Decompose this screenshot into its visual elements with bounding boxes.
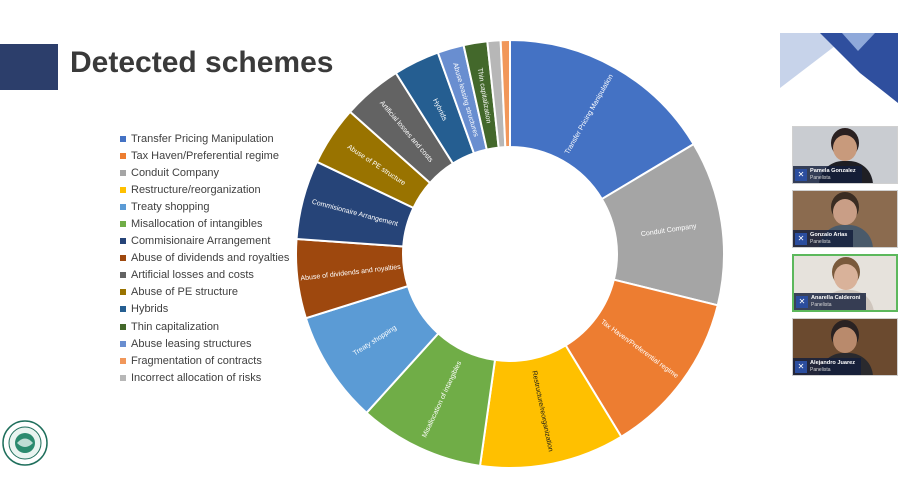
legend-label: Fragmentation of contracts <box>131 354 262 367</box>
legend-label: Transfer Pricing Manipulation <box>131 132 274 145</box>
legend-label: Treaty shopping <box>131 200 210 213</box>
participant-face <box>833 135 857 161</box>
donut-slice <box>499 38 511 149</box>
legend-swatch <box>120 357 126 364</box>
participant-role: Panelista <box>811 301 832 308</box>
legend-label: Commisionaire Arrangement <box>131 235 271 248</box>
legend-item: Hybrids <box>120 301 289 318</box>
slide-title: Detected schemes <box>70 46 334 79</box>
organization-seal-logo <box>2 420 48 466</box>
chart-legend: Transfer Pricing Manipulation Tax Haven/P… <box>120 130 289 386</box>
legend-item: Abuse of PE structure <box>120 284 289 301</box>
participant-nameplate: ✕ Anarella Calderoni Panelista <box>794 293 867 310</box>
legend-swatch <box>120 203 126 210</box>
legend-label: Tax Haven/Preferential regime <box>131 149 279 162</box>
legend-swatch <box>120 272 126 279</box>
legend-label: Abuse of dividends and royalties <box>131 252 290 265</box>
legend-item: Commisionaire Arrangement <box>120 233 289 250</box>
participant-face <box>833 327 857 353</box>
legend-item: Incorrect allocation of risks <box>120 369 289 386</box>
legend-item: Conduit Company <box>120 164 289 181</box>
legend-swatch <box>120 135 126 142</box>
legend-item: Abuse leasing structures <box>120 335 289 352</box>
participant-nameplate: ✕ Alejandro Juarez Panelista <box>793 358 862 375</box>
participant-name: Anarella Calderoni <box>811 295 861 302</box>
mic-off-icon: ✕ <box>796 295 808 308</box>
legend-swatch <box>120 186 126 193</box>
participant-face <box>833 199 857 225</box>
legend-label: Hybrids <box>131 303 169 316</box>
title-accent-bar <box>0 44 58 90</box>
legend-label: Abuse of PE structure <box>131 286 238 299</box>
legend-item: Fragmentation of contracts <box>120 352 289 369</box>
legend-item: Tax Haven/Preferential regime <box>120 147 289 164</box>
legend-label: Incorrect allocation of risks <box>131 371 262 384</box>
legend-label: Artificial losses and costs <box>131 269 254 282</box>
participant-tile[interactable]: ✕ Alejandro Juarez Panelista <box>792 318 898 376</box>
participant-role: Panelista <box>810 366 831 373</box>
legend-swatch <box>120 255 126 262</box>
decorative-corner-shapes <box>780 33 898 121</box>
legend-swatch <box>120 340 126 347</box>
participant-name: Pamela Gonzalez <box>810 168 856 175</box>
participant-name: Alejandro Juarez <box>810 360 856 367</box>
participant-face <box>834 264 858 290</box>
mic-off-icon: ✕ <box>795 232 807 245</box>
legend-swatch <box>120 374 126 381</box>
donut-slice <box>509 38 696 201</box>
mic-off-icon: ✕ <box>795 360 807 373</box>
legend-swatch <box>120 221 126 228</box>
legend-swatch <box>120 289 126 296</box>
legend-label: Misallocation of intangibles <box>131 218 263 231</box>
legend-item: Restructure/reorganization <box>120 181 289 198</box>
legend-swatch <box>120 306 126 313</box>
video-participants-panel: ✕ Pamela Gonzalez Panelista ✕ Gonzalo Arias P… <box>792 126 898 382</box>
legend-label: Conduit Company <box>131 166 220 179</box>
participant-tile[interactable]: ✕ Gonzalo Arias Panelista <box>792 190 898 248</box>
legend-item: Artificial losses and costs <box>120 267 289 284</box>
legend-item: Abuse of dividends and royalties <box>120 250 289 267</box>
legend-item: Treaty shopping <box>120 198 289 215</box>
legend-swatch <box>120 169 126 176</box>
participant-tile[interactable]: ✕ Pamela Gonzalez Panelista <box>792 126 898 184</box>
legend-item: Transfer Pricing Manipulation <box>120 130 289 147</box>
legend-swatch <box>120 152 126 159</box>
participant-name: Gonzalo Arias <box>810 232 848 239</box>
participant-role: Panelista <box>810 174 831 181</box>
participant-nameplate: ✕ Gonzalo Arias Panelista <box>793 230 854 247</box>
legend-item: Misallocation of intangibles <box>120 215 289 232</box>
legend-item: Thin capitalization <box>120 318 289 335</box>
participant-nameplate: ✕ Pamela Gonzalez Panelista <box>793 166 862 183</box>
participant-role: Panelista <box>810 238 831 245</box>
legend-swatch <box>120 238 126 245</box>
participant-tile[interactable]: ✕ Anarella Calderoni Panelista <box>792 254 898 312</box>
mic-off-icon: ✕ <box>795 168 807 181</box>
legend-label: Restructure/reorganization <box>131 183 261 196</box>
legend-label: Thin capitalization <box>131 320 220 333</box>
legend-label: Abuse leasing structures <box>131 337 252 350</box>
legend-swatch <box>120 323 126 330</box>
